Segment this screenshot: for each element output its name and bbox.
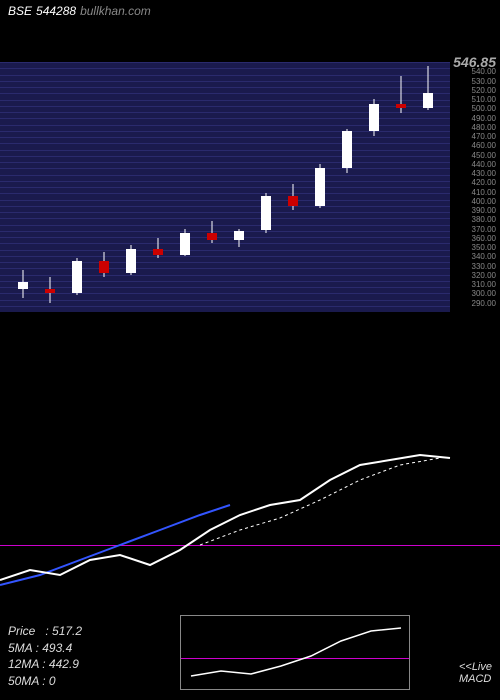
price-axis: 540.00530.00520.00510.00500.00490.00480.… — [450, 62, 500, 312]
stat-price: Price : 517.2 — [8, 623, 82, 640]
macd-line-svg — [181, 616, 411, 691]
indicator-panel: Price : 517.2 5MA : 493.4 12MA : 442.9 5… — [0, 410, 500, 700]
candle — [369, 99, 379, 136]
ma-chart — [0, 410, 500, 590]
candles-container — [0, 62, 450, 362]
candle — [72, 258, 82, 295]
candle — [342, 129, 352, 173]
candlestick-chart: 546.85 540.00530.00520.00510.00500.00490… — [0, 62, 500, 362]
candle — [234, 229, 244, 248]
candle — [18, 270, 28, 298]
macd-panel — [180, 615, 410, 690]
candle — [207, 221, 217, 242]
symbol-label: 544288 — [36, 4, 76, 18]
ma-lines-svg — [0, 410, 500, 590]
candle — [423, 66, 433, 110]
chart-header: BSE 544288 bullkhan.com — [0, 0, 500, 22]
candle — [180, 229, 190, 257]
candle — [153, 238, 163, 258]
stat-5ma: 5MA : 493.4 — [8, 640, 82, 657]
candle — [126, 245, 136, 275]
candle — [45, 277, 55, 303]
candle — [288, 184, 298, 210]
stat-12ma: 12MA : 442.9 — [8, 656, 82, 673]
candle — [396, 76, 406, 113]
site-label: bullkhan.com — [80, 4, 151, 18]
candle — [315, 164, 325, 208]
candle — [99, 252, 109, 277]
stats-panel: Price : 517.2 5MA : 493.4 12MA : 442.9 5… — [8, 623, 82, 690]
exchange-label: BSE — [8, 4, 32, 18]
candle — [261, 193, 271, 233]
stat-50ma: 50MA : 0 — [8, 673, 82, 690]
macd-label: <<LiveMACD — [459, 661, 492, 685]
